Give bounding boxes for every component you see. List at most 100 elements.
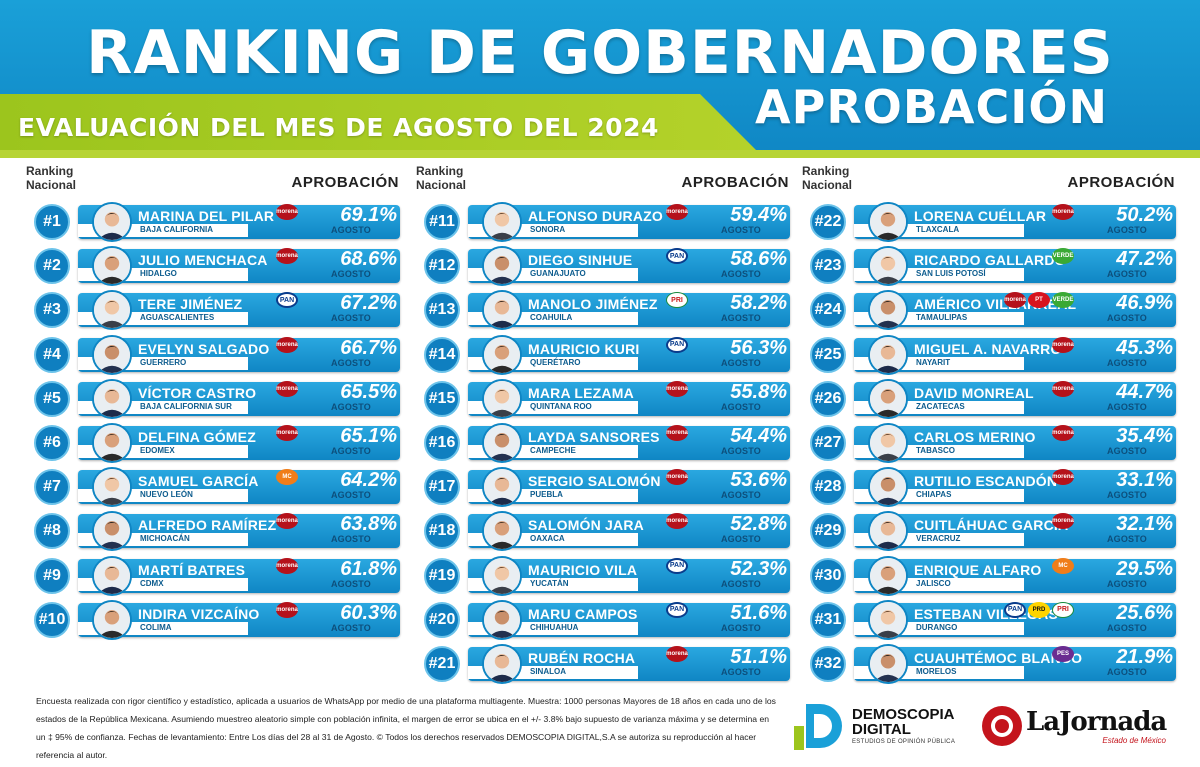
ranking-row: #16 LAYDA SANSORES CAMPECHE 54.4% AGOSTO more… — [416, 423, 791, 463]
pes-party-icon: PES — [1052, 646, 1074, 662]
approval-value: 45.3% — [1116, 336, 1173, 359]
subtitle-band — [0, 94, 760, 154]
mc-party-icon: MC — [276, 469, 298, 486]
rank-badge: #13 — [424, 292, 460, 329]
governor-photo — [92, 423, 132, 463]
governor-photo — [482, 202, 522, 242]
month-label: AGOSTO — [1106, 401, 1147, 412]
rank-badge: #4 — [34, 336, 70, 373]
state-name: DURANGO — [916, 622, 958, 632]
rank-badge: #30 — [810, 557, 846, 594]
governor-name: ALFONSO DURAZO — [528, 208, 664, 224]
rank-badge: #9 — [34, 557, 70, 594]
month-label: AGOSTO — [330, 269, 371, 280]
approval-value: 69.1% — [340, 204, 397, 226]
ranking-row: #13 MANOLO JIMÉNEZ COAHUILA 58.2% AGOSTO PRI — [416, 290, 791, 331]
portrait-photo — [870, 292, 906, 329]
ranking-row: #27 CARLOS MERINO TABASCO 35.4% AGOSTO morena — [802, 423, 1177, 463]
aprobacion-label: APROBACIÓN — [291, 174, 399, 191]
governor-photo — [92, 511, 132, 552]
rank-badge: #28 — [810, 469, 846, 506]
governor-photo — [92, 555, 132, 596]
state-name: MORELOS — [916, 667, 957, 676]
state-name: CAMPECHE — [530, 446, 576, 455]
approval-value: 50.2% — [1116, 204, 1173, 226]
approval-value: 65.5% — [340, 380, 397, 403]
ranking-row: #26 DAVID MONREAL ZACATECAS 44.7% AGOSTO more… — [802, 378, 1177, 419]
aprobacion-title: APROBACIÓN — [755, 80, 1108, 134]
morena-party-icon: morena — [666, 425, 688, 441]
state-name: NUEVO LEÓN — [140, 490, 193, 500]
approval-value: 52.8% — [730, 513, 787, 536]
verde-party-icon: VERDE — [1052, 292, 1074, 309]
month-label: AGOSTO — [1106, 534, 1147, 545]
approval-value: 21.9% — [1116, 646, 1173, 668]
governor-name: MARA LEZAMA — [528, 384, 634, 401]
month-label: AGOSTO — [330, 357, 371, 368]
approval-value: 68.6% — [340, 248, 397, 271]
governor-photo — [482, 511, 522, 552]
approval-value: 51.1% — [730, 646, 787, 668]
state-name: ZACATECAS — [916, 401, 965, 411]
morena-party-icon: morena — [666, 513, 688, 530]
approval-value: 33.1% — [1116, 469, 1173, 492]
portrait-photo — [94, 248, 130, 285]
state-name: SAN LUIS POTOSÍ — [916, 269, 986, 279]
governor-name: JULIO MENCHACA — [138, 252, 268, 269]
ranking-row: #20 MARU CAMPOS CHIHUAHUA 51.6% AGOSTO PAN — [416, 599, 791, 640]
month-label: AGOSTO — [1106, 269, 1147, 280]
ranking-row: #18 SALOMÓN JARA OAXACA 52.8% AGOSTO morena — [416, 511, 791, 552]
governor-photo — [482, 290, 522, 331]
approval-value: 25.6% — [1116, 601, 1173, 624]
rank-badge: #26 — [810, 380, 846, 417]
state-name: MICHOACÁN — [140, 534, 190, 544]
governor-photo — [868, 644, 908, 684]
rank-badge: #7 — [34, 469, 70, 506]
governor-name: MAURICIO KURI — [528, 340, 640, 357]
column-header: Ranking Nacional APROBACIÓN — [416, 162, 791, 200]
logo-name-line1: DEMOSCOPIA — [852, 706, 955, 723]
state-name: AGUASCALIENTES — [140, 313, 215, 323]
rank-badge: #6 — [34, 425, 70, 461]
approval-value: 59.4% — [730, 204, 787, 226]
portrait-photo — [94, 425, 130, 461]
la-jornada-subtitle: Estado de México — [1102, 736, 1166, 745]
state-name: PUEBLA — [530, 490, 563, 500]
morena-party-icon: morena — [276, 380, 298, 397]
rank-badge: #18 — [424, 513, 460, 550]
rank-badge: #3 — [34, 292, 70, 329]
governor-name: MAURICIO VILA — [528, 561, 638, 578]
governor-photo — [92, 599, 132, 640]
rank-badge: #5 — [34, 380, 70, 417]
approval-value: 66.7% — [340, 336, 397, 359]
rank-badge: #16 — [424, 425, 460, 461]
pt-party-icon: PT — [1028, 292, 1050, 309]
month-label: AGOSTO — [720, 622, 761, 633]
approval-value: 60.3% — [340, 601, 397, 624]
governor-photo — [482, 246, 522, 287]
header-banner: RANKING DE GOBERNADORES EVALUACIÓN DEL M… — [0, 0, 1200, 158]
ranking-row: #11 ALFONSO DURAZO SONORA 59.4% AGOSTO morena — [416, 202, 791, 242]
governor-name: SERGIO SALOMÓN — [528, 473, 661, 490]
approval-value: 65.1% — [340, 425, 397, 447]
governor-name: CARLOS MERINO — [914, 429, 1036, 445]
portrait-photo — [484, 248, 520, 285]
portrait-photo — [484, 601, 520, 638]
governor-photo — [92, 246, 132, 287]
portrait-photo — [870, 646, 906, 682]
state-name: GUANAJUATO — [530, 269, 586, 279]
ranking-row: #30 ENRIQUE ALFARO JALISCO 29.5% AGOSTO MC — [802, 555, 1177, 596]
page-subtitle: EVALUACIÓN DEL MES DE AGOSTO DEL 2024 — [18, 113, 659, 142]
month-label: AGOSTO — [330, 446, 371, 456]
portrait-photo — [94, 557, 130, 594]
morena-party-icon: morena — [1052, 469, 1074, 486]
logo-tagline: ESTUDIOS DE OPINIÓN PÚBLICA — [852, 739, 956, 745]
approval-value: 47.2% — [1116, 248, 1173, 271]
governor-photo — [92, 334, 132, 375]
governor-name: MARTÍ BATRES — [138, 561, 246, 578]
ranking-column-2: Ranking Nacional APROBACIÓN #11 ALFONSO D… — [416, 162, 791, 684]
portrait-photo — [484, 557, 520, 594]
rank-label: Ranking Nacional — [416, 164, 467, 192]
ranking-row: #4 EVELYN SALGADO GUERRERO 66.7% AGOSTO moren… — [26, 334, 401, 375]
approval-value: 67.2% — [340, 292, 397, 315]
